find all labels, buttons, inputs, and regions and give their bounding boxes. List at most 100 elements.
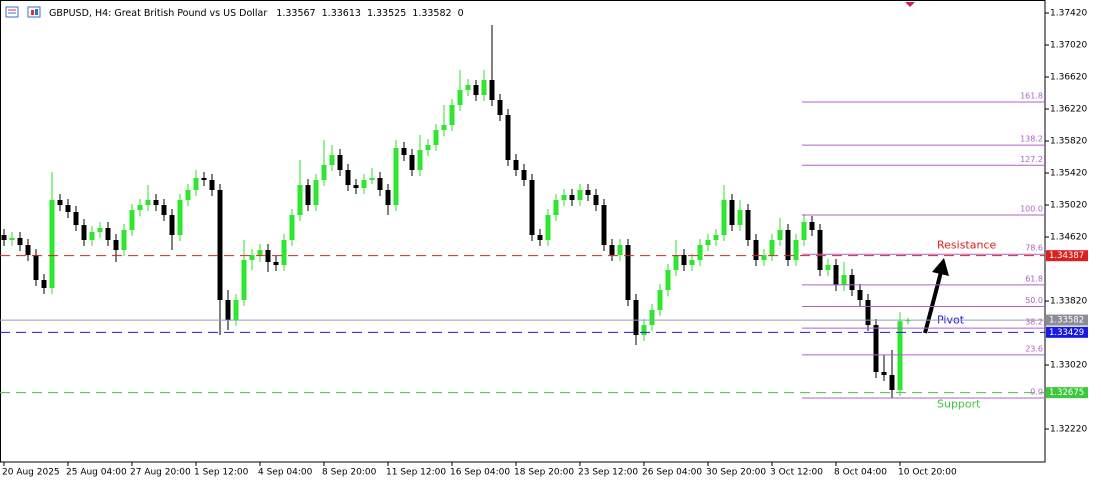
candle-body xyxy=(137,205,143,210)
candle-body xyxy=(465,85,471,90)
open: 1.33567 xyxy=(276,8,315,19)
candle-body xyxy=(761,255,767,260)
price-tag xyxy=(1046,250,1088,262)
candle-body xyxy=(673,255,679,270)
candle-body xyxy=(833,265,839,286)
candle-body xyxy=(241,260,247,300)
fib-label: 23.6 xyxy=(1025,344,1043,353)
candle-body xyxy=(657,290,663,310)
x-tick-label: 20 Aug 2025 xyxy=(2,468,60,478)
candle-body xyxy=(641,325,647,336)
y-tick-label: 1.35820 xyxy=(1050,137,1087,147)
x-tick-label: 10 Oct 20:00 xyxy=(898,468,957,478)
candle-body xyxy=(81,225,87,240)
candle-body xyxy=(585,190,591,196)
candle-body xyxy=(225,300,231,320)
candle-body xyxy=(873,325,879,372)
candle-body xyxy=(209,180,215,190)
candle-body xyxy=(681,255,687,266)
x-tick-label: 8 Oct 04:00 xyxy=(834,468,887,478)
candle-body xyxy=(73,212,79,226)
price-tag xyxy=(1046,314,1088,326)
price-tag-label: 1.32675 xyxy=(1049,388,1084,398)
candle-body xyxy=(145,200,151,206)
candle-body xyxy=(401,148,407,156)
y-tick-label: 1.36220 xyxy=(1050,105,1087,115)
candle-body xyxy=(97,228,103,232)
candle-body xyxy=(321,165,327,180)
candle-body xyxy=(161,205,167,216)
candle-body xyxy=(345,170,351,186)
candle-body xyxy=(881,372,887,376)
candle-body xyxy=(169,215,175,236)
candle-body xyxy=(569,195,575,200)
y-tick-label: 1.35420 xyxy=(1050,169,1087,179)
candle-body xyxy=(489,80,495,100)
candle-body xyxy=(553,200,559,216)
candle-body xyxy=(41,280,47,288)
candle-body xyxy=(265,250,271,262)
candle-body xyxy=(33,255,39,280)
candle-body xyxy=(633,300,639,336)
candle-body xyxy=(497,100,503,116)
candle-body xyxy=(1,235,7,240)
candle-body xyxy=(529,180,535,236)
candle-body xyxy=(9,238,15,240)
icon xyxy=(27,6,41,18)
high: 1.33613 xyxy=(322,8,361,19)
candle-body xyxy=(505,115,511,160)
candle-body xyxy=(905,320,911,322)
y-tick-label: 1.32220 xyxy=(1050,425,1087,435)
x-tick-label: 4 Sep 04:00 xyxy=(258,468,313,478)
fib-label: 127.2 xyxy=(1020,155,1043,164)
icon-bar xyxy=(35,9,38,15)
arrow-shaft xyxy=(923,271,943,334)
candle-body xyxy=(273,262,279,266)
price-tag-label: 1.33429 xyxy=(1049,328,1084,338)
candle-body xyxy=(689,260,695,266)
icon-bar xyxy=(31,10,34,15)
y-tick-label: 1.35020 xyxy=(1050,201,1087,211)
icon xyxy=(5,6,19,18)
candle-body xyxy=(57,200,63,206)
candle-body xyxy=(897,321,903,390)
candle-body xyxy=(337,155,343,170)
candle-body xyxy=(361,180,367,188)
candle-body xyxy=(233,300,239,320)
candle-body xyxy=(793,240,799,260)
candle-body xyxy=(705,240,711,246)
candle-body xyxy=(849,275,855,290)
fib-label: 78.6 xyxy=(1025,244,1043,253)
marker xyxy=(905,2,915,7)
candle-body xyxy=(841,275,847,286)
fib-label: 50.0 xyxy=(1025,296,1043,305)
low: 1.33525 xyxy=(367,8,406,19)
x-tick-label: 8 Sep 20:00 xyxy=(322,468,377,478)
candle-body xyxy=(105,228,111,240)
candle-body xyxy=(257,250,263,256)
candle-body xyxy=(313,180,319,206)
plot-frame xyxy=(0,0,1046,463)
candle-body xyxy=(777,230,783,240)
candle-body xyxy=(617,245,623,256)
price-tag-label: 1.34387 xyxy=(1049,251,1084,261)
candle-body xyxy=(433,130,439,146)
candle-body xyxy=(537,235,543,240)
candle-body xyxy=(25,245,31,256)
fib-label: 100.0 xyxy=(1020,205,1043,214)
candle-body xyxy=(729,200,735,226)
y-tick-label: 1.37020 xyxy=(1050,41,1087,51)
candle-body xyxy=(17,238,23,246)
arrow xyxy=(923,258,949,334)
y-tick-label: 1.34620 xyxy=(1050,233,1087,243)
candle-body xyxy=(377,178,383,190)
x-tick-label: 1 Sep 12:00 xyxy=(194,468,249,478)
candle-body xyxy=(201,178,207,180)
chart-title: GBPUSD, H4: Great British Pound vs US Do… xyxy=(49,8,267,19)
fib-label: 138.2 xyxy=(1020,135,1043,144)
candle-body xyxy=(865,300,871,326)
chart-header: GBPUSD, H4: Great British Pound vs US Do… xyxy=(49,8,464,19)
candle-body xyxy=(513,160,519,170)
candle-body xyxy=(153,200,159,206)
